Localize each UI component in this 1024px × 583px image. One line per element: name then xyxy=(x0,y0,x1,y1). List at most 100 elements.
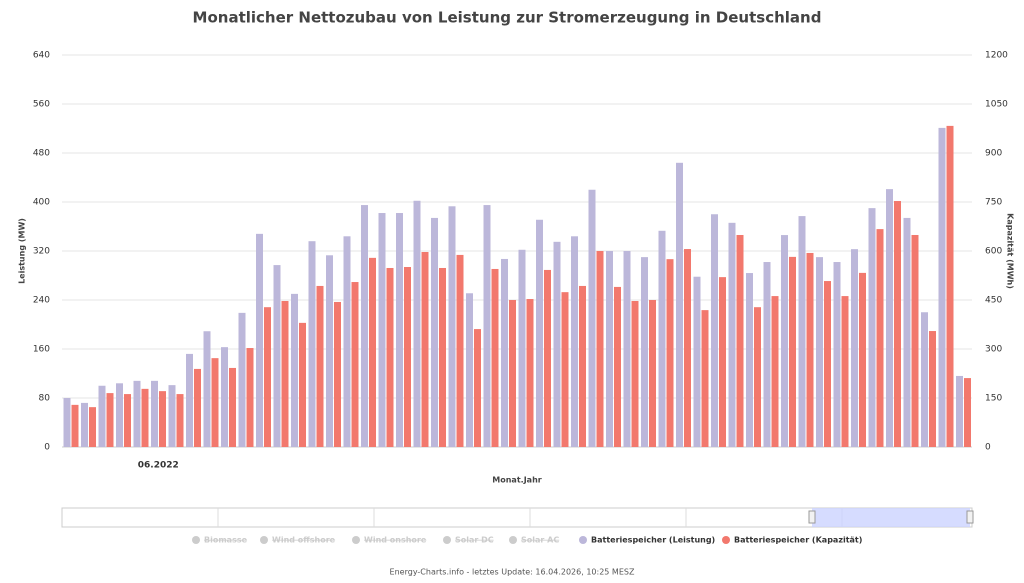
bar xyxy=(221,347,228,447)
bar xyxy=(868,208,876,447)
bar xyxy=(439,267,446,447)
bar xyxy=(518,249,526,447)
bar xyxy=(404,267,411,447)
bar xyxy=(701,310,709,447)
bar xyxy=(894,201,901,447)
legend-label[interactable]: Wind offshore xyxy=(272,536,336,545)
bar xyxy=(326,255,333,447)
bar xyxy=(141,388,149,447)
y2-tick-label: 600 xyxy=(985,247,1002,257)
bar xyxy=(886,189,893,447)
y-tick-label: 640 xyxy=(33,51,50,61)
bar xyxy=(938,127,946,447)
bar xyxy=(746,273,753,447)
bar xyxy=(851,249,858,447)
legend-marker xyxy=(192,536,200,544)
bar xyxy=(176,394,184,447)
bar xyxy=(229,367,236,447)
bar xyxy=(474,329,481,447)
bar xyxy=(841,296,849,447)
y-tick-label: 80 xyxy=(39,394,51,404)
y2-tick-label: 450 xyxy=(985,296,1002,306)
bar xyxy=(421,251,429,447)
legend-label[interactable]: Biomasse xyxy=(204,536,248,545)
legend-label[interactable]: Solar DC xyxy=(455,536,494,545)
navigator-range[interactable] xyxy=(812,508,970,527)
bar xyxy=(676,162,683,448)
bar xyxy=(876,229,884,447)
legend-label[interactable]: Batteriespeicher (Kapazität) xyxy=(734,536,862,545)
y-tick-label: 400 xyxy=(33,198,50,208)
bar xyxy=(781,235,788,447)
bar xyxy=(466,293,473,447)
bar xyxy=(361,205,368,447)
y-axis-title: Leistung (MW) xyxy=(18,218,27,284)
bar xyxy=(351,282,359,447)
y2-tick-label: 150 xyxy=(985,394,1002,404)
y2-tick-label: 1050 xyxy=(985,100,1008,110)
y-tick-label: 560 xyxy=(33,100,50,110)
bar xyxy=(596,251,604,447)
bar xyxy=(264,307,271,447)
bar xyxy=(291,293,298,447)
y-tick-label: 0 xyxy=(44,443,50,453)
bar xyxy=(238,312,246,447)
bar xyxy=(81,402,88,447)
y-tick-label: 480 xyxy=(33,149,50,159)
y2-tick-label: 300 xyxy=(985,345,1002,355)
bar xyxy=(684,249,691,447)
y2-tick-label: 1200 xyxy=(985,51,1008,61)
legend-marker xyxy=(260,536,268,544)
y2-tick-label: 750 xyxy=(985,198,1002,208)
legend-marker xyxy=(722,536,730,544)
bar xyxy=(614,286,621,447)
bar xyxy=(798,216,806,447)
bar xyxy=(946,125,954,448)
bar xyxy=(544,269,551,447)
bar xyxy=(133,380,141,447)
bar xyxy=(483,205,491,447)
x-axis-title: Monat.Jahr xyxy=(492,476,541,485)
bar xyxy=(553,241,561,447)
bar xyxy=(71,404,79,447)
bar xyxy=(124,394,131,447)
bar xyxy=(736,234,744,447)
bar xyxy=(246,348,254,447)
bar xyxy=(711,214,718,447)
bar xyxy=(456,254,464,447)
bar xyxy=(579,285,586,447)
bar xyxy=(824,281,831,447)
bar xyxy=(833,262,841,447)
bar xyxy=(316,285,324,447)
navigator-handle[interactable] xyxy=(966,510,974,524)
chart-title: Monatlicher Nettozubau von Leistung zur … xyxy=(193,9,822,27)
bar xyxy=(536,219,543,447)
bar xyxy=(106,393,114,447)
bar xyxy=(606,251,613,447)
legend-marker xyxy=(352,536,360,544)
navigator-handle[interactable] xyxy=(808,510,816,524)
bar xyxy=(956,375,963,447)
bar xyxy=(194,368,201,447)
bar xyxy=(334,301,341,447)
legend-label[interactable]: Batteriespeicher (Leistung) xyxy=(591,536,715,545)
legend-label[interactable]: Solar AC xyxy=(521,536,559,545)
legend-marker xyxy=(509,536,517,544)
bar xyxy=(719,277,726,447)
bar xyxy=(771,296,779,447)
legend-label[interactable]: Wind onshore xyxy=(364,536,427,545)
bar xyxy=(98,385,106,447)
bar xyxy=(964,378,971,447)
bar xyxy=(369,257,376,447)
y-tick-label: 160 xyxy=(33,345,50,355)
navigator[interactable] xyxy=(61,507,974,528)
footer: Energy-Charts.info - letztes Update: 16.… xyxy=(390,568,635,577)
bar xyxy=(588,189,596,447)
bar xyxy=(728,222,736,447)
bar xyxy=(816,257,823,447)
bar xyxy=(299,322,306,447)
bar xyxy=(116,383,123,447)
bar xyxy=(658,230,666,447)
